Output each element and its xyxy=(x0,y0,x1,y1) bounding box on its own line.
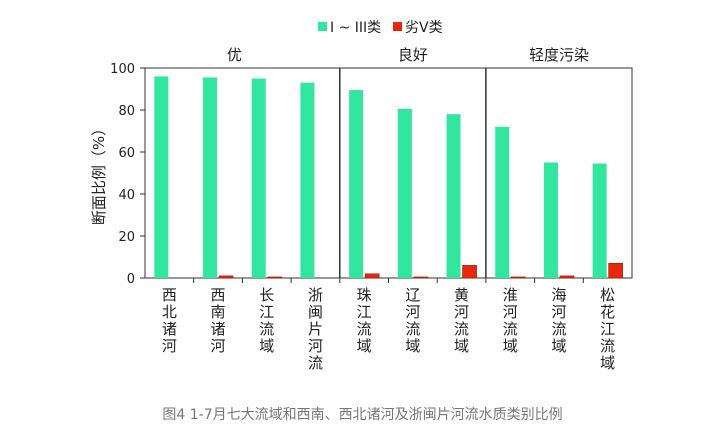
y-axis-label: 断面比例（%） xyxy=(90,121,108,225)
legend-label: 劣V类 xyxy=(405,20,443,36)
y-tick-label: 100 xyxy=(110,62,135,77)
legend-swatch xyxy=(393,22,402,31)
legend-swatch xyxy=(318,22,327,31)
plot-frame xyxy=(144,67,633,279)
y-tick-label: 60 xyxy=(118,146,135,161)
bar-class-1-3 xyxy=(349,90,364,278)
figure-caption: 图4 1-7月七大流域和西南、西北诸河及浙闽片河流水质类别比例 xyxy=(162,407,563,423)
bar-class-worse-v xyxy=(364,273,380,279)
x-tick-label: 黄河流域 xyxy=(454,286,469,355)
group-label: 轻度污染 xyxy=(529,46,589,64)
legend-label: I ~ III类 xyxy=(330,20,381,36)
x-tick-label: 海河流域 xyxy=(551,286,566,355)
x-tick-label: 珠江流域 xyxy=(357,286,372,355)
bar-class-worse-v xyxy=(510,276,526,279)
x-tick-label: 西北诸河 xyxy=(162,286,177,355)
group-label: 优 xyxy=(227,46,242,64)
x-tick-label: 淮河流域 xyxy=(503,286,518,355)
bar-class-1-3 xyxy=(300,82,315,278)
group-labels: 优 良好 轻度污染 xyxy=(227,46,589,278)
y-axis: 0 20 40 60 80 100 xyxy=(110,62,145,287)
bar-class-worse-v xyxy=(267,276,283,279)
bar-class-1-3 xyxy=(495,126,510,278)
bar-class-worse-v xyxy=(218,275,234,279)
group-label: 良好 xyxy=(398,46,428,64)
bar-chart: I ~ III类 劣V类 优 良好 轻度污染 0 20 40 60 80 100 西北诸河 西南诸… xyxy=(90,20,633,372)
bar-class-worse-v xyxy=(462,265,477,279)
y-tick-label: 20 xyxy=(118,230,135,245)
bar-class-worse-v xyxy=(413,276,429,279)
x-tick-label: 长江流域 xyxy=(259,286,274,355)
x-tick-label: 松花江流域 xyxy=(600,286,615,372)
bar-class-1-3 xyxy=(397,108,412,278)
bar-class-1-3 xyxy=(203,77,218,278)
x-axis: 西北诸河 西南诸河 长江流域 浙闽片河流 珠江流域 辽河流域 黄河流域 淮河流域 海河流域 松花江… xyxy=(162,278,615,372)
y-tick-label: 40 xyxy=(118,188,135,203)
bar-class-worse-v xyxy=(608,262,623,279)
x-tick-label: 西南诸河 xyxy=(211,286,226,355)
bar-class-1-3 xyxy=(154,76,169,279)
bars xyxy=(154,76,623,279)
bar-class-worse-v xyxy=(559,275,575,279)
y-tick-label: 80 xyxy=(118,104,135,119)
x-tick-label: 浙闽片河流 xyxy=(308,286,323,372)
bar-class-1-3 xyxy=(251,78,266,278)
x-tick-label: 辽河流域 xyxy=(405,286,420,355)
legend: I ~ III类 劣V类 xyxy=(318,20,443,36)
bar-class-1-3 xyxy=(592,163,607,278)
y-tick-label: 0 xyxy=(127,272,135,287)
bar-class-1-3 xyxy=(446,114,461,278)
bar-class-1-3 xyxy=(543,162,558,278)
